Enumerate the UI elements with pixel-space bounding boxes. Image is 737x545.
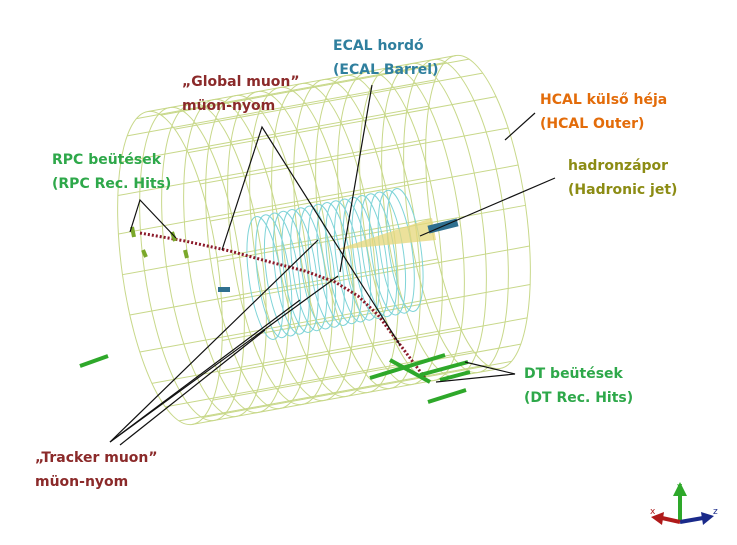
label: hadronzápor bbox=[568, 158, 668, 174]
hcal-stave bbox=[147, 55, 457, 113]
hcal-stave bbox=[120, 105, 429, 163]
axis-label: x bbox=[650, 507, 656, 517]
track-hit bbox=[218, 287, 230, 292]
hadronic-jet-cone bbox=[335, 218, 436, 250]
label: „Global muon” bbox=[182, 74, 300, 90]
hcal-stave bbox=[219, 317, 528, 375]
ecal-ring bbox=[368, 191, 407, 316]
label: „Tracker muon” bbox=[35, 450, 158, 466]
ecal-ring bbox=[316, 202, 354, 326]
detector-wireframe bbox=[117, 54, 531, 426]
axis-label: z bbox=[713, 507, 718, 517]
hcal-stave bbox=[160, 58, 470, 116]
label: ECAL hordó bbox=[333, 38, 424, 54]
hcal-stave bbox=[139, 295, 448, 353]
dt-hits bbox=[79, 353, 471, 404]
label: (RPC Rec. Hits) bbox=[52, 176, 171, 192]
ecal-ring bbox=[333, 198, 372, 323]
hcal-stave bbox=[187, 96, 497, 154]
ecal-ring bbox=[386, 188, 424, 312]
ecal-ring bbox=[325, 200, 363, 325]
label: (HCAL Outer) bbox=[540, 116, 644, 132]
hcal-stave bbox=[174, 72, 483, 130]
label: RPC beütések bbox=[52, 152, 162, 168]
ecal-ring bbox=[272, 210, 310, 335]
hcal-stave bbox=[203, 360, 512, 418]
hcal-ring bbox=[227, 90, 333, 406]
label: müon-nyom bbox=[35, 474, 128, 490]
hcal-stave bbox=[129, 258, 438, 316]
label: DT beütések bbox=[524, 366, 624, 382]
leader-lines bbox=[109, 84, 556, 446]
label: (Hadronic jet) bbox=[568, 182, 677, 198]
ecal-ring bbox=[255, 214, 293, 339]
hcal-stave bbox=[136, 62, 445, 120]
ecal-ring bbox=[263, 212, 302, 337]
ecal-ring bbox=[307, 203, 345, 328]
label: (ECAL Barrel) bbox=[333, 62, 439, 78]
hcal-stave bbox=[212, 343, 521, 401]
hcal-stave bbox=[127, 79, 436, 137]
axis-triad: y x z bbox=[650, 482, 718, 525]
hcal-ring bbox=[139, 106, 245, 422]
ecal-ring bbox=[351, 195, 389, 319]
hcal-ring bbox=[425, 54, 531, 370]
hcal-stave bbox=[217, 204, 526, 262]
ecal-ring bbox=[377, 189, 415, 314]
hcal-stave bbox=[122, 218, 431, 276]
label: müon-nyom bbox=[182, 98, 275, 114]
hcal-ring bbox=[359, 66, 465, 382]
hcal-stave bbox=[118, 177, 427, 235]
hcal-stave bbox=[221, 245, 530, 303]
ecal-ring bbox=[290, 207, 328, 332]
label: (DT Rec. Hits) bbox=[524, 390, 633, 406]
hcal-ring bbox=[403, 58, 509, 374]
hcal-stave bbox=[210, 164, 519, 222]
hcal-stave bbox=[200, 127, 509, 185]
ecal-ring bbox=[360, 193, 398, 318]
hcal-ring bbox=[381, 62, 487, 378]
hcal-stave bbox=[178, 364, 488, 422]
hcal-stave bbox=[117, 139, 426, 197]
axis-label: y bbox=[677, 482, 683, 492]
label: HCAL külső héja bbox=[540, 92, 667, 108]
